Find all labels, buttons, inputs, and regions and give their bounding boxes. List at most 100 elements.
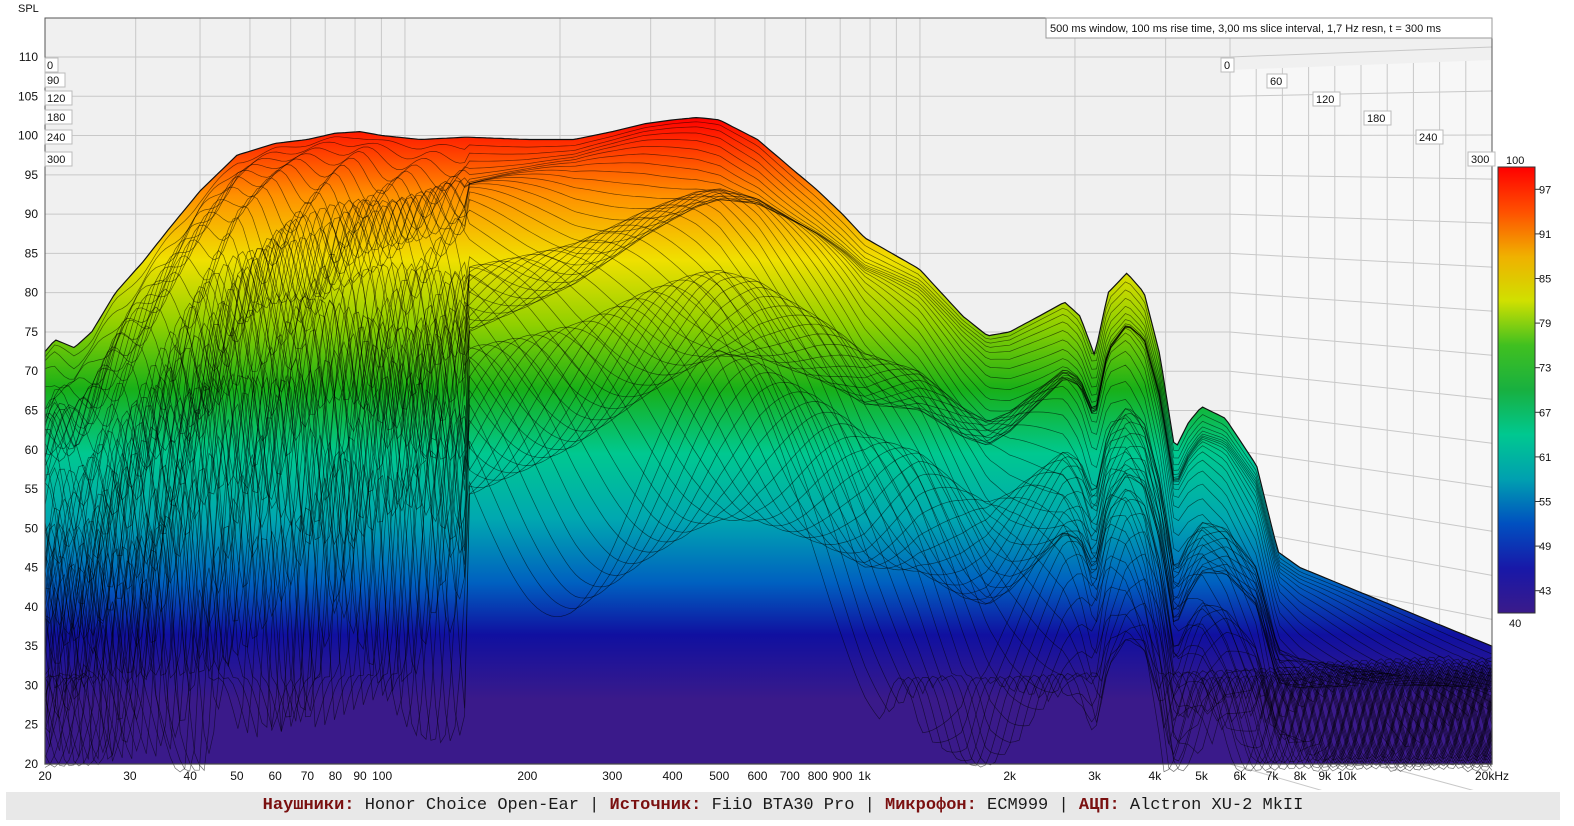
x-tick-label: 3k <box>1088 769 1102 783</box>
x-tick-label: 20kHz <box>1475 769 1509 783</box>
x-tick-label: 20 <box>38 769 52 783</box>
time-label-box <box>1266 73 1288 89</box>
y-tick-label: 95 <box>25 168 39 182</box>
decay-slice <box>44 265 1493 763</box>
time-label-box <box>44 57 59 73</box>
x-tick-label: 4k <box>1149 769 1163 783</box>
grid-line-side <box>1229 46 1493 58</box>
settings-box <box>1045 17 1493 39</box>
decay-slice <box>44 344 1493 770</box>
time-label-box <box>44 90 73 106</box>
time-label-left: 300 <box>47 154 65 166</box>
y-tick-label: 80 <box>25 286 39 300</box>
waterfall-chart: 20 25 30 35 40 45 50 55 60 65 70 75 80 85 90 95 100 105 11… <box>18 3 1551 790</box>
decay-slice <box>44 191 1493 727</box>
decay-slice <box>44 126 1493 663</box>
separator: | <box>864 796 875 815</box>
y-tick-label: 50 <box>25 521 39 535</box>
x-tick-label: 80 <box>329 769 343 783</box>
decay-slice <box>44 261 1493 764</box>
source-label: Источник: <box>609 796 702 815</box>
x-axis: 20 30 40 50 60 70 80 90 100 200 300 400 500 600 700 800… <box>38 769 1509 783</box>
time-label-left: 90 <box>47 75 59 87</box>
y-tick-label: 60 <box>25 443 39 457</box>
x-tick-label: 900 <box>832 769 852 783</box>
decay-slice <box>44 254 1493 761</box>
x-tick-label: 30 <box>123 769 137 783</box>
decay-slice <box>44 268 1493 765</box>
time-label-right: 180 <box>1367 113 1385 125</box>
headphones-value: Honor Choice Open-Ear <box>354 796 590 815</box>
time-label-box <box>44 129 73 145</box>
decay-slice <box>44 162 1493 687</box>
decay-slice <box>44 271 1493 766</box>
x-tick-label: 600 <box>747 769 767 783</box>
y-tick-label: 30 <box>25 678 39 692</box>
colorbar: 100 40 97 91 85 79 73 67 61 55 49 43 <box>1497 155 1551 630</box>
y-tick-label: 105 <box>18 89 38 103</box>
time-label-right: 240 <box>1419 132 1437 144</box>
decay-slice <box>44 309 1493 768</box>
x-tick-label: 40 <box>184 769 198 783</box>
colorbar-gradient <box>1497 166 1536 614</box>
y-tick-label: 90 <box>25 207 39 221</box>
y-axis-label: SPL <box>18 3 39 15</box>
decay-slice <box>44 267 1493 763</box>
time-label-box <box>1415 129 1444 145</box>
time-label-right: 120 <box>1316 94 1334 106</box>
decay-slice <box>44 177 1493 690</box>
mic-value: ECM999 <box>976 796 1059 815</box>
time-label-right: 60 <box>1270 76 1282 88</box>
grid-line-side <box>1229 763 1323 790</box>
x-tick-label: 5k <box>1195 769 1209 783</box>
y-tick-label: 75 <box>25 325 39 339</box>
decay-slice <box>44 296 1493 767</box>
time-axis: 0 90 120 180 240 300 0 60 120 180 240 300 <box>44 57 1496 167</box>
decay-slice <box>44 341 1493 773</box>
waterfall-surface <box>44 116 1493 773</box>
separator: | <box>589 796 600 815</box>
decay-slice <box>44 246 1493 760</box>
colorbar-tick-label: 85 <box>1539 274 1551 286</box>
decay-slice <box>44 263 1493 762</box>
x-tick-label: 800 <box>808 769 828 783</box>
decay-slice <box>44 189 1493 713</box>
decay-slice <box>44 216 1493 759</box>
decay-slice <box>44 287 1493 766</box>
source-value: FiiO BTA30 Pro <box>701 796 865 815</box>
x-tick-label: 7k <box>1266 769 1280 783</box>
x-tick-label: 700 <box>780 769 800 783</box>
y-tick-label: 70 <box>25 364 39 378</box>
colorbar-min-label: 40 <box>1509 618 1521 630</box>
colorbar-tick-label: 55 <box>1539 497 1551 509</box>
time-label-box <box>1220 57 1235 73</box>
decay-slice <box>44 257 1493 761</box>
time-label-box <box>1467 151 1496 167</box>
decay-slice <box>44 210 1493 758</box>
time-label-box <box>44 151 73 167</box>
x-tick-label: 9k <box>1318 769 1332 783</box>
colorbar-ticks: 97 91 85 79 73 67 61 55 49 43 <box>1535 184 1551 598</box>
time-label-box <box>44 72 66 88</box>
colorbar-tick-label: 73 <box>1539 363 1551 375</box>
decay-slice <box>44 153 1493 686</box>
decay-slice <box>44 344 1493 772</box>
decay-slice <box>44 302 1493 767</box>
x-tick-label: 2k <box>1003 769 1017 783</box>
y-tick-label: 20 <box>25 757 39 771</box>
mic-label: Микрофон: <box>885 796 977 815</box>
x-tick-label: 8k <box>1294 769 1308 783</box>
time-label-right: 0 <box>1224 60 1230 72</box>
colorbar-tick-label: 67 <box>1539 407 1551 419</box>
decay-slice <box>44 188 1493 717</box>
colorbar-tick-label: 97 <box>1539 184 1551 196</box>
x-tick-label: 6k <box>1233 769 1247 783</box>
time-label-left: 180 <box>47 112 65 124</box>
x-tick-label: 1k <box>858 769 872 783</box>
decay-slice <box>44 326 1493 769</box>
y-tick-label: 85 <box>25 246 39 260</box>
x-tick-label: 200 <box>517 769 537 783</box>
decay-slice <box>44 319 1493 771</box>
y-tick-label: 110 <box>19 50 38 64</box>
y-tick-label: 25 <box>25 718 39 732</box>
